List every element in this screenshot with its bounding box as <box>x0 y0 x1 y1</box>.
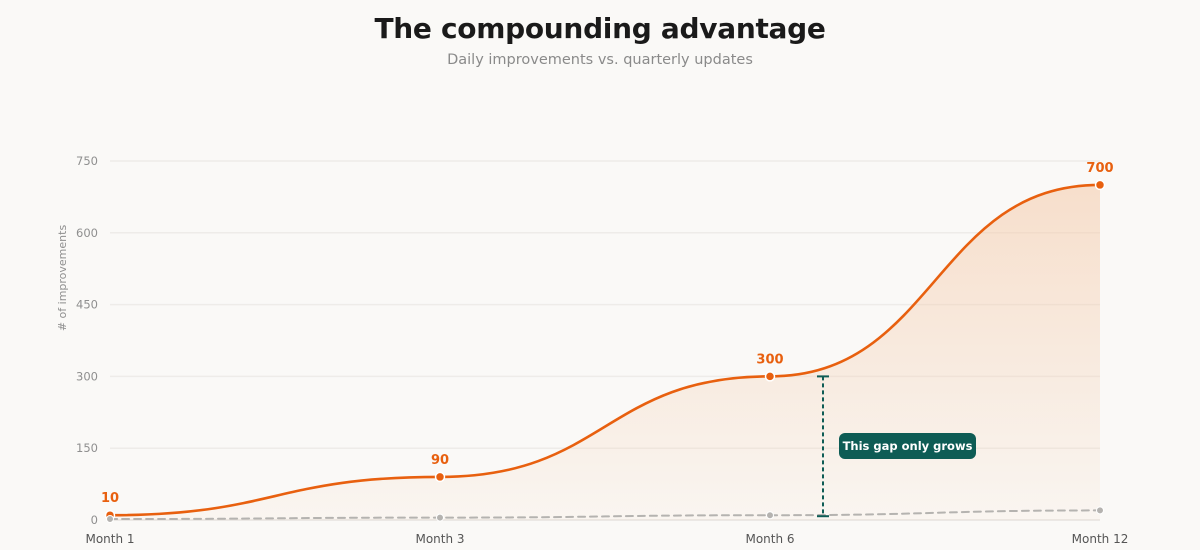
data-label: 10 <box>101 491 119 506</box>
daily-area <box>110 184 1100 520</box>
data-label: 90 <box>431 453 449 468</box>
daily-point <box>1094 179 1106 191</box>
chart-subtitle: Daily improvements vs. quarterly updates <box>447 52 753 68</box>
y-tick-label: 600 <box>76 226 98 240</box>
daily-point <box>764 371 776 382</box>
y-tick-label: 150 <box>76 441 98 455</box>
x-tick-label: Month 12 <box>1072 532 1129 546</box>
y-tick-label: 300 <box>76 369 98 383</box>
x-tick-label: Month 6 <box>745 532 794 546</box>
y-tick-label: 0 <box>91 513 98 527</box>
quarterly-point <box>106 515 114 524</box>
x-tick-label: Month 3 <box>415 532 464 546</box>
quarterly-line <box>109 509 1101 521</box>
data-label: 700 <box>1086 161 1113 176</box>
quarterly-point <box>766 511 774 520</box>
y-axis-label: # of improvements <box>56 225 69 332</box>
x-tick-label: Month 1 <box>85 532 134 546</box>
y-tick-label: 450 <box>76 298 98 312</box>
data-label: 300 <box>756 352 783 367</box>
gap-annotation-label: This gap only grows <box>839 433 976 459</box>
daily-point <box>434 471 446 483</box>
chart-title: The compounding advantage <box>374 12 826 45</box>
daily-line <box>108 183 1102 517</box>
quarterly-point <box>436 513 444 522</box>
y-tick-label: 750 <box>76 154 98 168</box>
quarterly-point <box>1096 506 1104 515</box>
